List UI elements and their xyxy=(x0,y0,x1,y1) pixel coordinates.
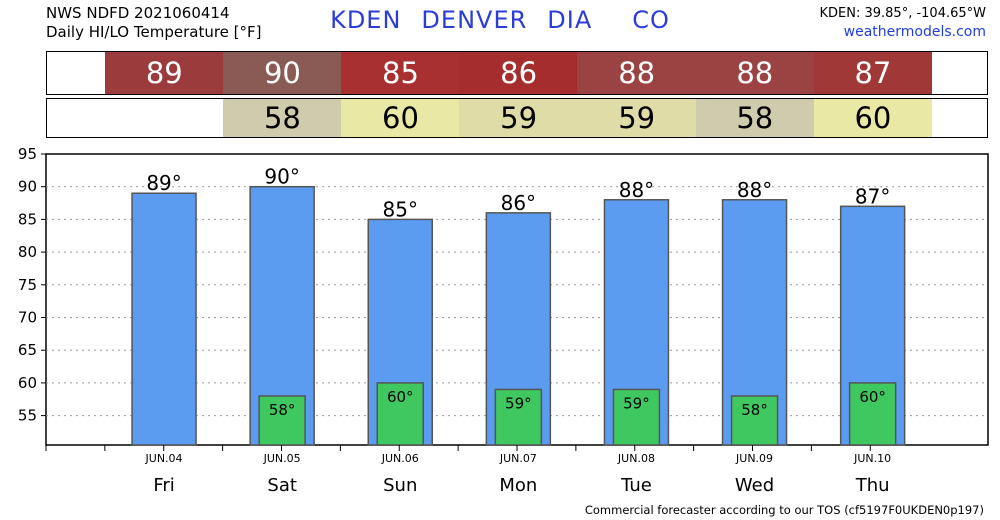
high-bar-label: 89° xyxy=(146,171,181,195)
high-bar-label: 86° xyxy=(501,191,536,215)
low-bar-label: 58° xyxy=(269,401,296,419)
header-info: NWS NDFD 2021060414 Daily HI/LO Temperatu… xyxy=(46,4,262,42)
y-tick-label: 70 xyxy=(18,309,37,327)
high-bar-label: 90° xyxy=(264,165,299,189)
high-bar-label: 88° xyxy=(619,178,654,202)
low-temp-cell-3: 59 xyxy=(459,99,578,137)
low-bar-label: 58° xyxy=(741,401,768,419)
x-weekday-label: Sat xyxy=(267,475,297,496)
high-temp-cell-2: 85 xyxy=(341,52,460,94)
y-tick-label: 60 xyxy=(18,374,37,392)
low-bar-label: 60° xyxy=(859,388,886,406)
x-weekday-label: Tue xyxy=(620,475,652,496)
high-temp-strip: 89 90 85 86 88 88 87 xyxy=(46,51,988,95)
x-weekday-label: Wed xyxy=(735,475,774,496)
high-temp-cell-5: 88 xyxy=(695,52,815,94)
low-temp-strip: 58 60 59 59 58 60 xyxy=(46,98,988,138)
y-tick-label: 85 xyxy=(18,210,37,228)
high-temp-cell-3: 86 xyxy=(459,52,578,94)
x-date-label: JUN.09 xyxy=(735,452,773,465)
header-meta: KDEN: 39.85°, -104.65°W weathermodels.co… xyxy=(820,4,987,42)
high-bar-label: 85° xyxy=(383,197,418,221)
x-date-label: JUN.06 xyxy=(381,452,419,465)
low-bar-label: 60° xyxy=(387,388,414,406)
x-date-label: JUN.05 xyxy=(263,452,301,465)
footer-note: Commercial forecaster according to our T… xyxy=(584,503,984,517)
x-date-label: JUN.10 xyxy=(853,452,891,465)
y-tick-label: 80 xyxy=(18,243,37,261)
station-code: KDEN xyxy=(330,6,402,34)
low-temp-cell-6: 60 xyxy=(813,99,933,137)
high-bar-label: 88° xyxy=(737,178,772,202)
station-title: KDEN DENVER DIA CO xyxy=(0,6,1000,34)
product-line: Daily HI/LO Temperature [°F] xyxy=(46,23,262,41)
low-bar xyxy=(730,395,779,446)
low-bar xyxy=(848,382,897,446)
x-weekday-label: Fri xyxy=(153,475,174,496)
low-temp-cell-5: 58 xyxy=(695,99,815,137)
y-tick-label: 90 xyxy=(18,178,37,196)
high-temp-cell-4: 88 xyxy=(577,52,696,94)
y-tick-label: 55 xyxy=(18,407,37,425)
high-bar-label: 87° xyxy=(855,184,890,208)
source-line: NWS NDFD 2021060414 xyxy=(46,4,230,22)
x-weekday-label: Thu xyxy=(855,475,890,496)
low-bar xyxy=(612,388,661,446)
high-temp-cell-6: 87 xyxy=(813,52,933,94)
site-link[interactable]: weathermodels.com xyxy=(843,24,986,40)
x-date-label: JUN.07 xyxy=(499,452,537,465)
high-temp-cell-0: 89 xyxy=(105,52,224,94)
station-coords: KDEN: 39.85°, -104.65°W xyxy=(819,6,987,21)
low-temp-cell-4: 59 xyxy=(577,99,696,137)
low-temp-cell-1: 58 xyxy=(223,99,342,137)
y-tick-label: 65 xyxy=(18,341,37,359)
low-bar xyxy=(258,395,306,446)
x-date-label: JUN.08 xyxy=(617,452,655,465)
low-temp-cell-2: 60 xyxy=(341,99,460,137)
x-weekday-label: Sun xyxy=(383,475,417,496)
y-tick-label: 95 xyxy=(18,145,37,163)
y-tick-label: 75 xyxy=(18,276,37,294)
low-bar-label: 59° xyxy=(505,394,532,412)
x-weekday-label: Mon xyxy=(499,475,537,496)
low-bar xyxy=(376,382,424,446)
low-bar xyxy=(494,388,543,446)
x-date-label: JUN.04 xyxy=(145,452,183,465)
low-bar-label: 59° xyxy=(623,394,650,412)
station-city: DENVER xyxy=(421,6,528,34)
low-temp-cell-0 xyxy=(105,99,224,137)
high-bar xyxy=(131,192,197,446)
station-site: DIA xyxy=(547,6,593,34)
high-temp-cell-1: 90 xyxy=(223,52,342,94)
station-state: CO xyxy=(632,6,670,34)
